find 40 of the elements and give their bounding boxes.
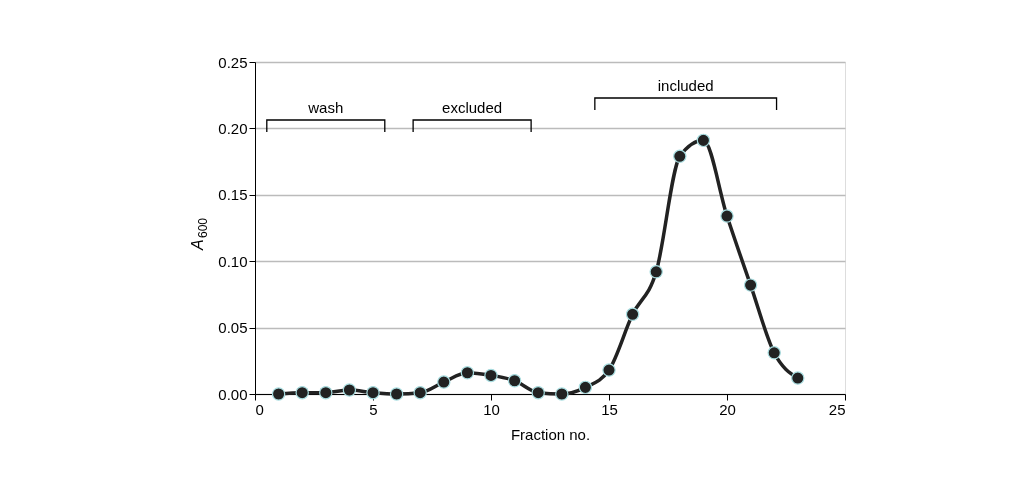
- point: [319, 385, 333, 400]
- y-tick-label: 0.05: [218, 319, 248, 337]
- point: [649, 265, 663, 279]
- point: [767, 346, 781, 360]
- x-tick-label: 15: [601, 400, 618, 418]
- point: [578, 380, 593, 395]
- x-tick-label: 10: [483, 400, 500, 418]
- annotation: excluded: [442, 99, 503, 116]
- point: [507, 374, 522, 388]
- point: [460, 366, 475, 380]
- y-tick-label: 0.25: [218, 53, 248, 71]
- y-axis-title: A600: [189, 217, 210, 251]
- y-tick-label: 0.10: [218, 252, 248, 270]
- x-tick-label: 20: [719, 400, 736, 418]
- point: [791, 371, 805, 385]
- point: [602, 363, 616, 377]
- point: [413, 385, 427, 400]
- point: [625, 307, 640, 322]
- point: [366, 385, 380, 400]
- point: [673, 149, 687, 163]
- point: [271, 387, 286, 401]
- point: [555, 387, 569, 401]
- point: [437, 375, 451, 389]
- point: [342, 383, 357, 397]
- point: [295, 385, 309, 400]
- x-tick-label: 0: [255, 400, 264, 418]
- point: [720, 209, 734, 223]
- x-tick-label: 5: [369, 400, 378, 418]
- x-tick-label: 25: [828, 400, 846, 418]
- y-tick-label: 0.20: [218, 119, 248, 137]
- point: [531, 385, 545, 400]
- point: [696, 133, 711, 148]
- annotation: included: [657, 77, 714, 94]
- annotation: wash: [307, 99, 344, 116]
- point: [743, 278, 758, 292]
- point: [389, 387, 404, 401]
- y-tick-label: 0.15: [218, 186, 248, 204]
- x-axis-title: Fraction no.: [510, 425, 591, 443]
- y-tick-label: 0.00: [218, 385, 248, 403]
- point: [484, 368, 498, 383]
